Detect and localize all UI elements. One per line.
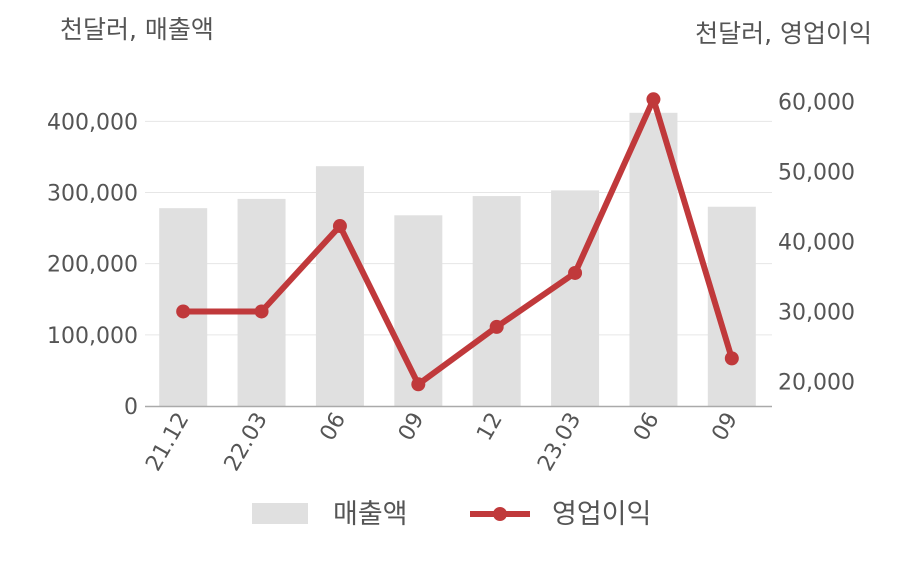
- x-tick-label: 21.12: [141, 409, 194, 476]
- right-tick-label: 40,000: [778, 230, 855, 255]
- x-tick-label: 23.03: [533, 409, 586, 476]
- bar: [551, 190, 600, 406]
- line-point: [568, 265, 583, 280]
- legend-swatch-bar: [252, 503, 308, 524]
- line-point: [489, 319, 504, 334]
- right-tick-label: 20,000: [778, 370, 855, 395]
- legend-label-line: 영업이익: [552, 499, 651, 530]
- line-point: [411, 377, 426, 392]
- left-tick-label: 200,000: [47, 253, 138, 278]
- x-tick-label: 09: [394, 409, 430, 446]
- left-tick-label: 300,000: [47, 182, 138, 207]
- line-point: [332, 219, 347, 234]
- x-tick-label: 12: [472, 409, 508, 446]
- line-point: [176, 304, 191, 319]
- line-point: [724, 351, 739, 366]
- bar: [472, 196, 521, 406]
- line-point: [646, 92, 661, 107]
- left-tick-label: 100,000: [47, 324, 138, 349]
- x-tick-label: 09: [707, 409, 743, 446]
- bar: [315, 166, 364, 406]
- legend-label-bar: 매출액: [333, 499, 408, 530]
- left-axis-unit-label: 천달러, 매출액: [60, 15, 214, 44]
- line-series: [183, 96, 735, 388]
- left-tick-label: 0: [124, 395, 138, 420]
- right-tick-label: 30,000: [778, 300, 855, 325]
- right-tick-label: 60,000: [778, 90, 855, 115]
- x-tick-label: 06: [315, 409, 351, 446]
- left-tick-label: 400,000: [47, 110, 138, 135]
- right-axis-unit-label: 천달러, 영업이익: [695, 19, 872, 48]
- bar: [237, 198, 286, 406]
- x-tick-label: 22.03: [220, 409, 273, 476]
- line-point: [254, 304, 269, 319]
- right-tick-label: 50,000: [778, 160, 855, 185]
- legend-swatch-marker: [493, 507, 507, 521]
- x-tick-label: 06: [629, 409, 665, 446]
